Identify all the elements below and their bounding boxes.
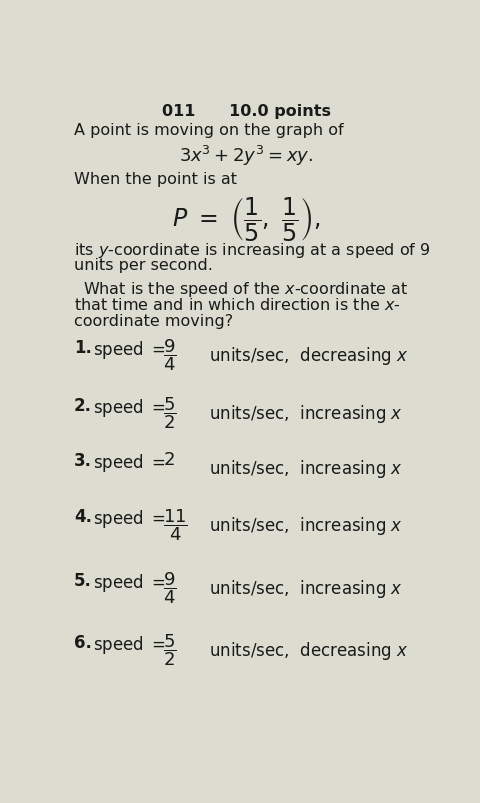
Text: speed $=$: speed $=$ bbox=[93, 339, 165, 361]
Text: What is the speed of the $x$-coordinate at: What is the speed of the $x$-coordinate … bbox=[83, 279, 408, 299]
Text: $\dfrac{9}{4}$: $\dfrac{9}{4}$ bbox=[163, 570, 176, 605]
Text: 2.: 2. bbox=[74, 397, 92, 414]
Text: units/sec,  decreasing $x$: units/sec, decreasing $x$ bbox=[203, 639, 407, 662]
Text: units/sec,  increasing $x$: units/sec, increasing $x$ bbox=[203, 578, 401, 600]
Text: A point is moving on the graph of: A point is moving on the graph of bbox=[74, 124, 343, 138]
Text: units/sec,  increasing $x$: units/sec, increasing $x$ bbox=[203, 514, 401, 536]
Text: 4.: 4. bbox=[74, 507, 92, 526]
Text: speed $=$: speed $=$ bbox=[93, 451, 165, 474]
Text: $2$: $2$ bbox=[163, 450, 175, 468]
Text: $\dfrac{5}{2}$: $\dfrac{5}{2}$ bbox=[163, 632, 176, 667]
Text: units per second.: units per second. bbox=[74, 258, 213, 273]
Text: 011      10.0 points: 011 10.0 points bbox=[161, 104, 330, 119]
Text: speed $=$: speed $=$ bbox=[93, 572, 165, 593]
Text: When the point is at: When the point is at bbox=[74, 172, 237, 187]
Text: $P\ =\ \left(\dfrac{1}{5},\ \dfrac{1}{5}\right),$: $P\ =\ \left(\dfrac{1}{5},\ \dfrac{1}{5}… bbox=[171, 195, 320, 243]
Text: 6.: 6. bbox=[74, 633, 92, 651]
Text: speed $=$: speed $=$ bbox=[93, 397, 165, 418]
Text: $3x^3 + 2y^3 = xy.$: $3x^3 + 2y^3 = xy.$ bbox=[179, 144, 312, 168]
Text: speed $=$: speed $=$ bbox=[93, 633, 165, 655]
Text: $\dfrac{11}{4}$: $\dfrac{11}{4}$ bbox=[163, 506, 188, 542]
Text: speed $=$: speed $=$ bbox=[93, 507, 165, 530]
Text: $\dfrac{5}{2}$: $\dfrac{5}{2}$ bbox=[163, 395, 176, 430]
Text: 1.: 1. bbox=[74, 339, 92, 357]
Text: that time and in which direction is the $x$-: that time and in which direction is the … bbox=[74, 296, 400, 312]
Text: 5.: 5. bbox=[74, 572, 92, 589]
Text: units/sec,  decreasing $x$: units/sec, decreasing $x$ bbox=[203, 344, 407, 367]
Text: its $y$-coordinate is increasing at a speed of 9: its $y$-coordinate is increasing at a sp… bbox=[74, 241, 430, 260]
Text: coordinate moving?: coordinate moving? bbox=[74, 313, 233, 328]
Text: 3.: 3. bbox=[74, 451, 92, 470]
Text: units/sec,  increasing $x$: units/sec, increasing $x$ bbox=[203, 402, 401, 425]
Text: units/sec,  increasing $x$: units/sec, increasing $x$ bbox=[203, 458, 401, 479]
Text: $\dfrac{9}{4}$: $\dfrac{9}{4}$ bbox=[163, 337, 176, 373]
